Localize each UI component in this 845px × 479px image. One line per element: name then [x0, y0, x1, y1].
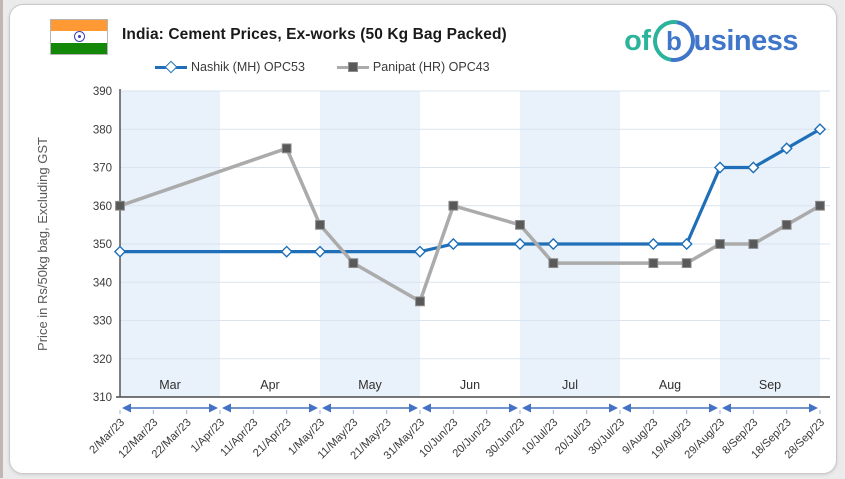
arrowhead-right [709, 403, 718, 413]
chart-text: 340 [93, 277, 112, 289]
marker-square [348, 258, 359, 269]
marker-square [115, 200, 125, 211]
nashik-line-sample-icon [155, 60, 187, 74]
arrowhead-right [809, 403, 818, 413]
marker-square [781, 219, 792, 230]
marker-diamond [647, 237, 660, 251]
marker-square [648, 258, 659, 269]
chart-text: 350 [93, 239, 112, 251]
chart-text: Apr [260, 378, 279, 392]
marker-square [748, 239, 759, 249]
arrowhead-right [409, 403, 418, 413]
chart-text: 30/Jul/23 [587, 417, 628, 458]
chart-text: Jul [562, 378, 578, 392]
chart-text: 380 [93, 124, 112, 136]
marker-diamond [447, 237, 460, 251]
chart-legend: Nashik (MH) OPC53 Panipat (HR) OPC43 [155, 60, 490, 74]
arrowhead-right [509, 403, 518, 413]
ashoka-chakra-icon [73, 31, 85, 43]
arrowhead-right [209, 403, 218, 413]
marker-square [448, 200, 459, 211]
marker-diamond [113, 245, 127, 258]
left-edge-strip [0, 0, 3, 478]
legend-label-nashik: Nashik (MH) OPC53 [191, 60, 305, 74]
marker-diamond [813, 123, 827, 136]
chart-text: Mar [159, 378, 181, 392]
chart-text: Jun [460, 378, 480, 392]
series-line-panipat [118, 146, 822, 304]
arrowhead-left [422, 403, 431, 413]
arrowhead-left [622, 403, 631, 413]
chart-text: 360 [93, 201, 112, 213]
legend-item-panipat: Panipat (HR) OPC43 [336, 60, 490, 74]
arrowhead-right [309, 403, 318, 413]
page-title: India: Cement Prices, Ex-works (50 Kg Ba… [122, 26, 507, 43]
price-chart: 310 320 330 340 350 360 370 380 390 Mar Apr May Jun J… [35, 86, 830, 462]
legend-item-nashik: Nashik (MH) OPC53 [155, 60, 305, 74]
marker-diamond [547, 237, 560, 251]
chart-text: May [358, 378, 382, 392]
chart-text: 370 [93, 163, 112, 175]
logo-b-circle-icon: b [644, 11, 703, 71]
series-line-nashik [118, 127, 822, 254]
marker-square [415, 296, 425, 307]
marker-square [548, 258, 559, 269]
arrowhead-left [722, 403, 731, 413]
arrowhead-left [322, 403, 331, 413]
marker-diamond [680, 237, 693, 251]
india-flag-icon [50, 19, 108, 55]
marker-diamond [280, 245, 293, 258]
logo-usiness-text: usiness [693, 24, 799, 57]
marker-square [515, 219, 525, 230]
marker-square [815, 200, 825, 211]
marker-square [715, 239, 725, 249]
arrowhead-right [609, 403, 618, 413]
marker-diamond [713, 161, 727, 174]
flag-green-band [51, 42, 107, 54]
flag-saffron-band [51, 20, 107, 32]
chart-text: Aug [659, 378, 681, 392]
arrowhead-left [222, 403, 231, 413]
chart-text: 320 [93, 354, 112, 366]
chart-text: 310 [93, 392, 112, 404]
arrowhead-left [522, 403, 531, 413]
chart-text: 330 [93, 316, 112, 328]
panipat-line-sample-icon [336, 62, 369, 72]
chart-text: Sep [759, 378, 781, 392]
arrowhead-left [122, 403, 131, 413]
marker-square [281, 143, 292, 154]
marker-diamond [747, 161, 760, 174]
ofbusiness-logo: of b usiness [624, 11, 799, 71]
marker-diamond [413, 245, 427, 258]
marker-square [315, 219, 325, 230]
chart-card: India: Cement Prices, Ex-works (50 Kg Ba… [9, 4, 837, 474]
marker-diamond [780, 142, 793, 155]
marker-diamond [513, 237, 527, 251]
legend-label-panipat: Panipat (HR) OPC43 [372, 60, 490, 74]
logo-of-text: of [624, 24, 651, 57]
marker-diamond [313, 245, 327, 258]
chart-text: Price in Rs/50kg bag, Excluding GST [35, 137, 50, 351]
marker-square [681, 258, 692, 269]
chart-text: 390 [93, 86, 112, 98]
flag-white-band [51, 31, 107, 43]
